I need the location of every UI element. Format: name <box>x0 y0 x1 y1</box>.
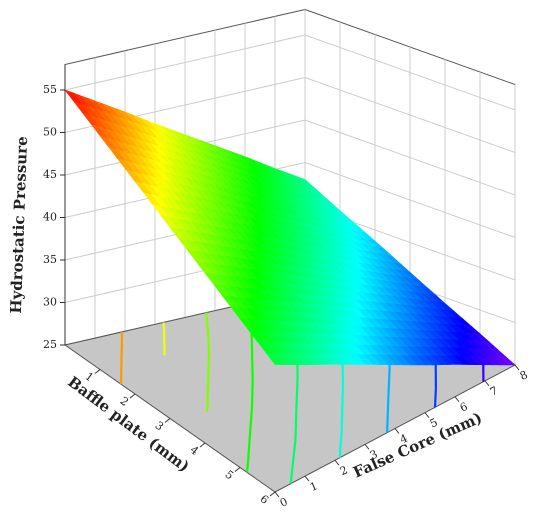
y-tick <box>234 467 241 472</box>
y-tick <box>94 369 101 374</box>
x-tick <box>514 364 520 371</box>
contour-line <box>162 322 166 356</box>
z-tick-label: 55 <box>43 83 57 96</box>
y-tick-label: 5 <box>223 468 236 483</box>
x-tick-label: 6 <box>458 400 470 415</box>
z-tick-label: 45 <box>43 168 57 181</box>
surface-patch <box>265 352 284 365</box>
y-tick <box>269 491 276 497</box>
y-tick-label: 3 <box>153 419 166 434</box>
z-tick-label: 25 <box>43 338 57 351</box>
x-tick <box>394 428 400 434</box>
contour-line <box>205 312 211 412</box>
z-tick-label: 50 <box>43 126 57 139</box>
x-tick-label: 8 <box>518 368 530 383</box>
x-tick <box>334 459 340 466</box>
y-tick <box>129 393 136 399</box>
x-tick <box>424 412 430 418</box>
x-tick <box>274 491 280 498</box>
x-tick <box>484 380 490 387</box>
x-tick <box>364 444 370 450</box>
contour-line <box>119 331 124 385</box>
x-tick-label: 0 <box>278 495 290 510</box>
x-tick-label: 2 <box>338 463 350 478</box>
x-tick-label: 4 <box>398 432 410 447</box>
z-tick-label: 30 <box>43 296 57 309</box>
y-tick <box>164 418 171 423</box>
z-axis-label: Hydrostatic Pressure <box>7 136 31 314</box>
y-tick <box>199 442 206 448</box>
y-tick-label: 6 <box>258 492 271 507</box>
surface <box>64 89 516 366</box>
x-tick <box>454 396 460 403</box>
y-tick-label: 4 <box>188 443 201 458</box>
z-tick-label: 40 <box>43 211 57 224</box>
grid-line <box>64 34 516 111</box>
x-tick-label: 7 <box>488 384 500 399</box>
x-tick-label: 5 <box>428 416 440 431</box>
x-tick-label: 3 <box>368 448 380 463</box>
x-tick-label: 1 <box>308 479 320 494</box>
x-tick <box>304 475 310 482</box>
z-tick-label: 35 <box>43 253 57 266</box>
grid-line <box>64 76 516 153</box>
grid-line <box>64 161 516 238</box>
